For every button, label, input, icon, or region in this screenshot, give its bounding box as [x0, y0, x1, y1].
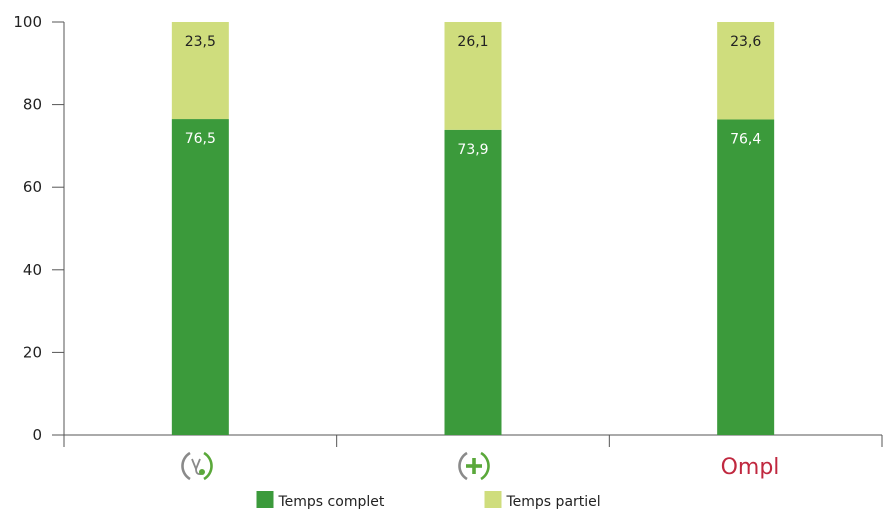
y-tick-label: 20: [23, 343, 42, 361]
data-label: 73,9: [457, 142, 488, 158]
data-label: 26,1: [457, 34, 488, 50]
y-tick-label: 60: [23, 178, 42, 196]
stethoscope-icon: [181, 451, 213, 481]
data-label: 76,4: [730, 131, 761, 147]
y-axis: 0 20 40 60 80 100: [13, 13, 65, 444]
category-icons: Ompl: [181, 451, 780, 481]
legend-label: Temps partiel: [506, 494, 601, 510]
legend-swatch: [256, 491, 274, 508]
data-label: 23,6: [730, 34, 761, 50]
y-tick-label: 0: [32, 426, 42, 444]
data-label: 76,5: [185, 131, 216, 147]
bar-segment: [717, 119, 775, 435]
medical-cross-icon: [458, 451, 490, 481]
ompl-logo: Ompl: [721, 455, 780, 480]
bar-segment: [444, 22, 502, 130]
y-tick-label: 40: [23, 261, 42, 279]
legend-label: Temps complet: [278, 494, 385, 510]
bar-segment: [171, 119, 229, 436]
bars: 76,5 23,5 73,9 26,1 76,4 23,6: [171, 22, 775, 436]
x-axis: [63, 434, 883, 447]
bar-segment: [717, 22, 775, 120]
legend: Temps complet Temps partiel: [256, 491, 601, 510]
data-label: 23,5: [185, 34, 216, 50]
y-tick-label: 100: [13, 13, 42, 31]
bar-segment: [444, 129, 502, 435]
bar-segment: [171, 22, 229, 120]
y-tick-label: 80: [23, 96, 42, 114]
legend-swatch: [484, 491, 502, 508]
